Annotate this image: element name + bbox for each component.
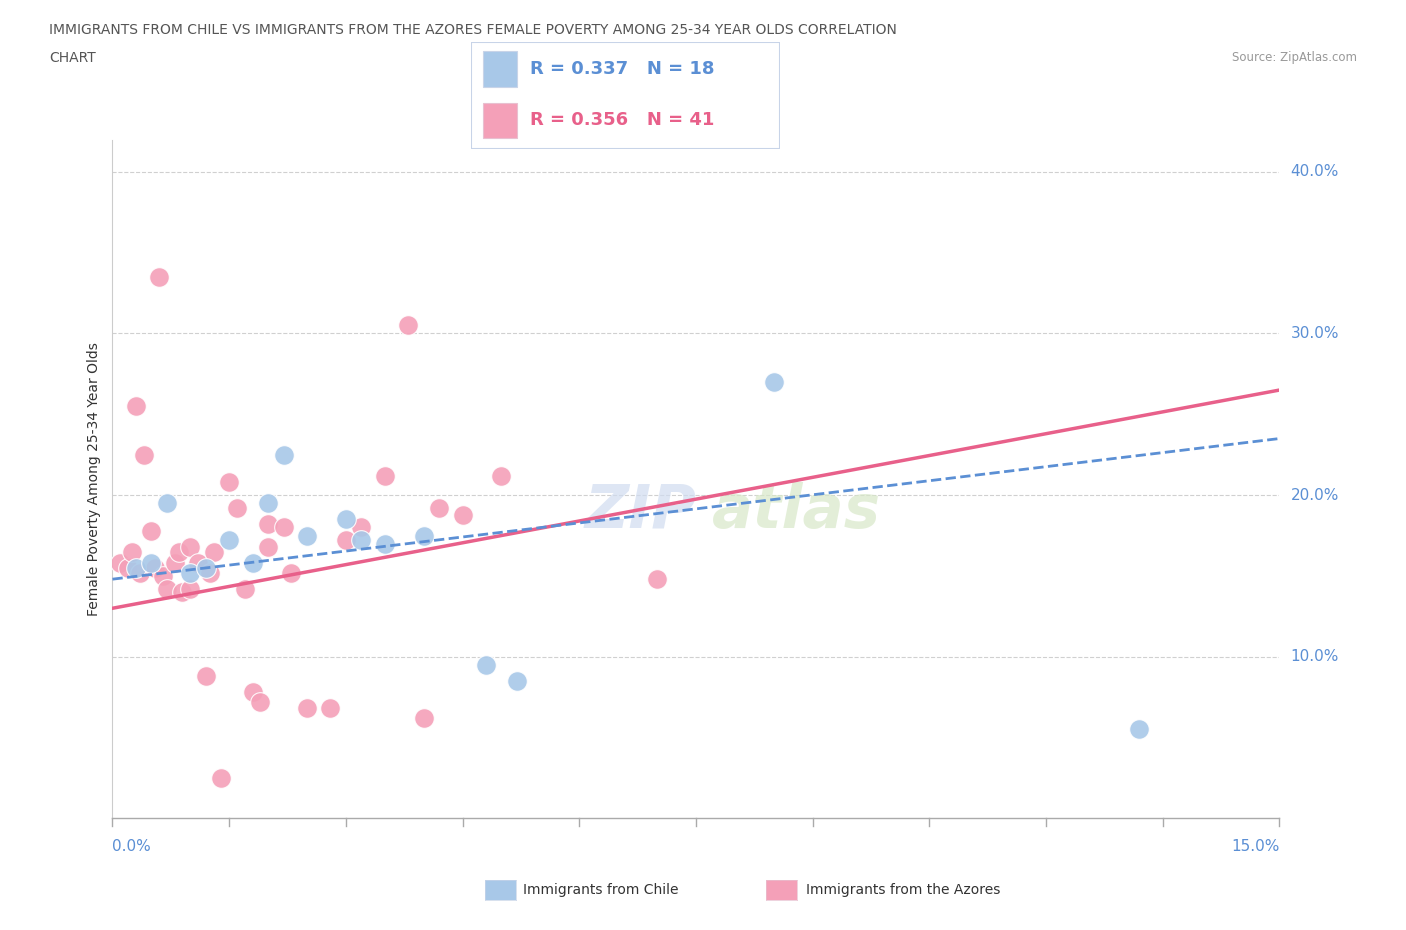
Point [163, 555, 186, 570]
Point [141, 555, 163, 570]
Point [295, 528, 318, 543]
Point [350, 533, 373, 548]
Point [335, 512, 357, 526]
Point [249, 695, 271, 710]
Point [491, 469, 513, 484]
Point [152, 568, 174, 583]
Point [242, 684, 264, 699]
Point [257, 496, 280, 511]
Text: R = 0.356   N = 41: R = 0.356 N = 41 [530, 112, 714, 129]
Point [198, 565, 221, 580]
Point [167, 544, 190, 559]
Point [242, 555, 264, 570]
Point [451, 507, 474, 522]
Point [762, 375, 785, 390]
Point [156, 496, 179, 511]
Text: IMMIGRANTS FROM CHILE VS IMMIGRANTS FROM THE AZORES FEMALE POVERTY AMONG 25-34 Y: IMMIGRANTS FROM CHILE VS IMMIGRANTS FROM… [49, 23, 897, 37]
Text: 15.0%: 15.0% [1232, 839, 1279, 854]
Text: ZIP: ZIP [583, 482, 696, 540]
Text: 0.0%: 0.0% [112, 839, 152, 854]
Point [179, 539, 201, 554]
Point [226, 500, 249, 515]
Point [143, 561, 166, 576]
Point [506, 673, 529, 688]
Point [412, 711, 434, 725]
FancyBboxPatch shape [471, 42, 780, 149]
Point [148, 270, 170, 285]
Text: 40.0%: 40.0% [1291, 165, 1339, 179]
Point [412, 528, 434, 543]
Text: Immigrants from the Azores: Immigrants from the Azores [806, 883, 1000, 897]
Point [396, 318, 419, 333]
Y-axis label: Female Poverty Among 25-34 Year Olds: Female Poverty Among 25-34 Year Olds [87, 342, 101, 616]
Point [187, 555, 209, 570]
Point [202, 544, 225, 559]
Text: 30.0%: 30.0% [1291, 326, 1339, 341]
Point [125, 399, 148, 414]
Point [179, 581, 201, 596]
Text: Source: ZipAtlas.com: Source: ZipAtlas.com [1232, 51, 1357, 64]
Point [117, 561, 139, 576]
Point [121, 544, 143, 559]
Point [1128, 722, 1150, 737]
FancyBboxPatch shape [484, 51, 517, 86]
Point [128, 565, 150, 580]
Point [194, 669, 217, 684]
Text: R = 0.337   N = 18: R = 0.337 N = 18 [530, 60, 714, 78]
Point [257, 539, 280, 554]
Point [273, 520, 295, 535]
Point [374, 469, 396, 484]
Point [172, 585, 194, 600]
Text: 10.0%: 10.0% [1291, 649, 1339, 664]
Point [374, 537, 396, 551]
Point [319, 701, 342, 716]
Point [125, 561, 148, 576]
Point [645, 572, 668, 587]
FancyBboxPatch shape [484, 103, 517, 139]
Point [110, 555, 132, 570]
Text: atlas: atlas [711, 482, 880, 540]
Point [156, 581, 179, 596]
Text: Immigrants from Chile: Immigrants from Chile [523, 883, 679, 897]
Point [132, 447, 155, 462]
Text: 20.0%: 20.0% [1291, 487, 1339, 502]
Point [475, 658, 498, 672]
Text: CHART: CHART [49, 51, 96, 65]
Point [335, 533, 357, 548]
Point [427, 500, 450, 515]
Point [295, 701, 318, 716]
Point [141, 524, 163, 538]
Point [218, 474, 240, 489]
Point [179, 565, 201, 580]
Point [280, 565, 302, 580]
Point [218, 533, 240, 548]
Point [350, 520, 373, 535]
Point [233, 581, 256, 596]
Point [257, 517, 280, 532]
Point [209, 771, 232, 786]
Point [194, 561, 217, 576]
Point [273, 447, 295, 462]
